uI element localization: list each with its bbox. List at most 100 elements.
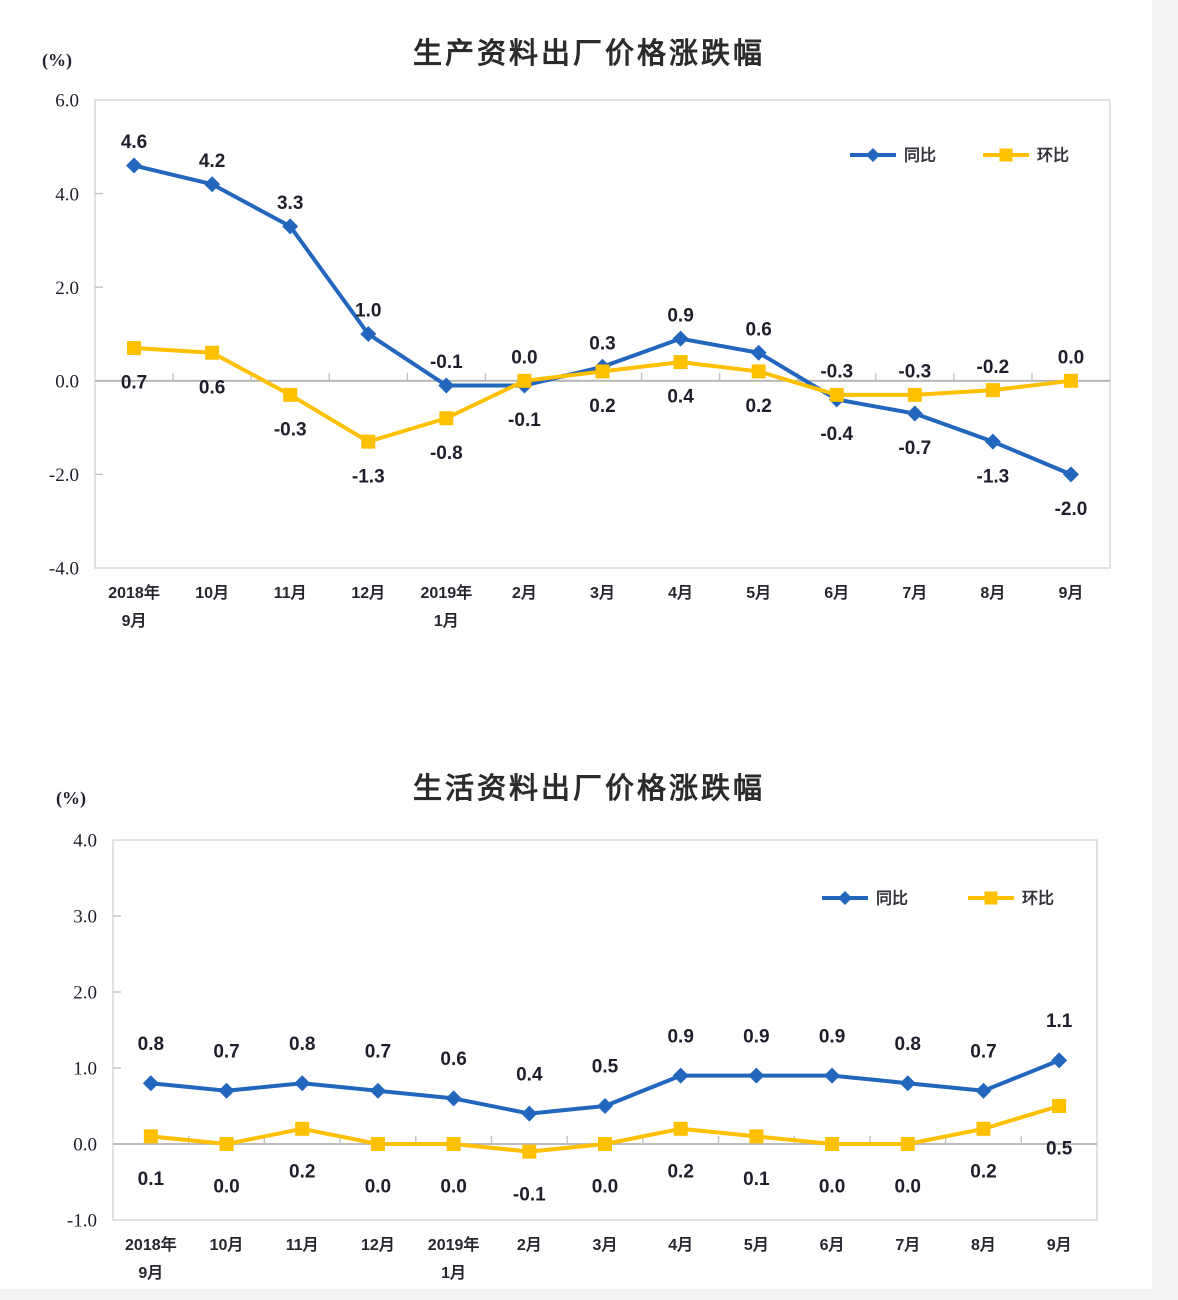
x-axis-tick-label: 4月 — [668, 1236, 693, 1254]
mom-marker — [522, 1144, 537, 1159]
x-axis-tick-label: 8月 — [980, 584, 1005, 602]
x-axis-tick-label: 11月 — [274, 584, 307, 602]
mom-marker — [446, 1137, 461, 1151]
mom-marker — [751, 364, 766, 379]
yoy-data-label: 0.6 — [440, 1049, 466, 1070]
x-axis-tick-label: 9月 — [1059, 584, 1084, 602]
consumer-chart-title: 生活资料出厂价格涨跌幅 — [412, 773, 765, 805]
legend-mom-marker — [999, 148, 1013, 162]
yoy-data-label: 1.0 — [355, 301, 381, 322]
legend-yoy-label: 同比 — [876, 890, 908, 908]
mom-data-label: 0.1 — [138, 1169, 165, 1190]
mom-marker — [907, 387, 922, 402]
producer-chart-title: 生产资料出厂价格涨跌幅 — [412, 38, 765, 70]
mom-data-label: 0.2 — [745, 396, 771, 417]
yoy-marker — [445, 1090, 462, 1107]
yoy-marker — [748, 1067, 765, 1084]
mom-data-label: 0.0 — [511, 347, 537, 368]
mom-data-label: 0.2 — [289, 1161, 315, 1182]
x-axis-tick-label: 3月 — [593, 1236, 618, 1254]
mom-data-label: 0.2 — [667, 1161, 693, 1182]
y-axis-tick-label: 1.0 — [73, 1059, 97, 1080]
mom-marker — [976, 1121, 991, 1136]
x-axis-tick-label: 5月 — [746, 584, 771, 602]
yoy-data-label: 0.9 — [667, 305, 693, 326]
mom-marker — [985, 383, 1000, 398]
mom-data-label: -0.2 — [977, 357, 1010, 378]
yoy-marker — [975, 1082, 992, 1099]
y-axis-tick-label: 2.0 — [73, 983, 97, 1004]
x-axis-tick-label: 11月 — [286, 1236, 319, 1254]
page-edge-right — [1152, 0, 1178, 1300]
mom-marker — [595, 364, 610, 379]
yoy-marker — [899, 1075, 916, 1092]
legend-mom-marker — [984, 891, 998, 905]
mom-marker — [825, 1137, 840, 1151]
x-axis-tick-label: 10月 — [210, 1236, 244, 1254]
mom-marker — [1052, 1099, 1067, 1113]
x-axis-tick-label: 12月 — [361, 1236, 395, 1254]
x-axis-tick-label: 7月 — [902, 584, 927, 602]
yoy-data-label: 0.7 — [213, 1041, 239, 1062]
yoy-data-label: -0.1 — [430, 352, 463, 373]
x-axis-tick-label: 10月 — [195, 584, 229, 602]
yoy-data-label: 3.3 — [277, 193, 303, 214]
mom-data-label: 0.7 — [121, 373, 147, 394]
x-axis-tick-label: 6月 — [824, 584, 849, 602]
mom-data-label: -1.3 — [352, 466, 385, 487]
mom-data-label: -0.1 — [513, 1184, 546, 1205]
mom-data-label: 0.0 — [440, 1177, 466, 1198]
yoy-data-label: -0.7 — [898, 438, 931, 459]
mom-marker — [598, 1137, 612, 1151]
yoy-data-label: 0.5 — [592, 1057, 619, 1078]
mom-marker — [829, 387, 844, 402]
mom-data-label: 0.0 — [1058, 347, 1084, 368]
yoy-data-label: 0.7 — [970, 1041, 996, 1062]
y-axis-tick-label: 0.0 — [55, 371, 79, 392]
yoy-data-label: 1.1 — [1046, 1011, 1073, 1032]
mom-marker — [673, 1121, 688, 1136]
yoy-data-label: 0.9 — [819, 1026, 845, 1047]
producer-chart-canvas: 6.0 4.0 2.0 0.0 -2.0 -4.0 2018年 9月 10月 11月 12月 2019… — [49, 91, 1111, 630]
yoy-marker — [672, 330, 689, 347]
y-axis-tick-label: -2.0 — [49, 465, 79, 486]
yoy-data-label: -0.1 — [508, 410, 541, 431]
mom-marker — [283, 387, 298, 402]
y-axis-tick-label: 2.0 — [55, 278, 79, 299]
x-axis-tick-label: 2019年 1月 — [428, 1235, 480, 1282]
yoy-marker — [824, 1067, 841, 1084]
mom-marker — [749, 1129, 764, 1144]
yoy-data-label: -0.4 — [820, 424, 853, 445]
mom-marker — [127, 341, 142, 356]
y-axis-tick-label: 4.0 — [73, 831, 97, 852]
yoy-marker — [672, 1067, 689, 1084]
yoy-marker — [750, 344, 767, 361]
mom-marker — [143, 1129, 158, 1144]
mom-marker — [439, 411, 454, 426]
mom-data-label: -0.3 — [820, 361, 853, 382]
plot-border — [112, 839, 1098, 1221]
x-axis-tick-label: 2018年 9月 — [108, 583, 160, 630]
x-axis-tick-label: 2019年 1月 — [421, 583, 473, 630]
yoy-data-label: -1.3 — [977, 466, 1010, 487]
yoy-marker — [984, 433, 1001, 450]
legend-yoy-marker — [866, 148, 880, 162]
legend-yoy-label: 同比 — [904, 147, 936, 165]
yoy-marker — [294, 1075, 311, 1092]
mom-marker — [205, 345, 220, 360]
legend-yoy-marker — [838, 891, 852, 905]
yoy-data-label: 0.8 — [138, 1034, 164, 1055]
yoy-marker — [142, 1075, 159, 1092]
mom-marker — [295, 1121, 310, 1136]
mom-marker — [673, 355, 688, 370]
mom-marker — [900, 1137, 915, 1151]
yoy-data-label: 4.2 — [199, 151, 225, 172]
x-axis-tick-label: 2月 — [512, 584, 537, 602]
mom-data-label: 0.0 — [819, 1177, 845, 1198]
mom-marker — [517, 373, 532, 388]
legend-mom-label: 环比 — [1022, 890, 1054, 908]
mom-data-label: 0.0 — [365, 1177, 391, 1198]
mom-data-label: -0.3 — [898, 361, 931, 382]
y-axis-tick-label: 4.0 — [55, 184, 79, 205]
